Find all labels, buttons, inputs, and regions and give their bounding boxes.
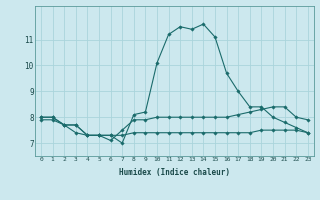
X-axis label: Humidex (Indice chaleur): Humidex (Indice chaleur): [119, 168, 230, 177]
